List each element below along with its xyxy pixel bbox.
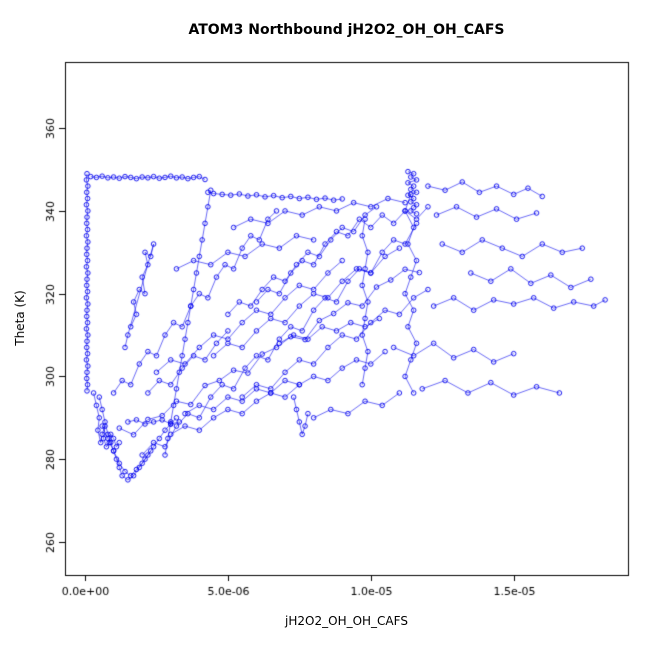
y-axis-label: Theta (K) [13,290,27,346]
x-axis-label: jH2O2_OH_OH_CAFS [285,614,408,628]
